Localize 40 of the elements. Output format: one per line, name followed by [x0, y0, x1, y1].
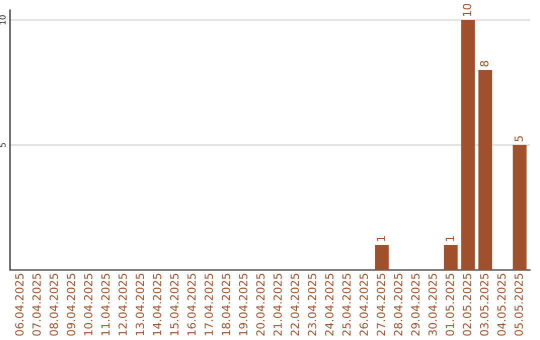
x-tick-label: 23.04.2025 [308, 274, 316, 336]
data-label: 8 [480, 60, 488, 66]
bar [478, 70, 492, 270]
x-tick-label: 25.04.2025 [342, 274, 351, 336]
x-tick-label: 17.04.2025 [204, 274, 213, 336]
data-label: 10 [462, 4, 472, 16]
data-label: 1 [376, 236, 385, 241]
data-label: 1 [446, 236, 454, 241]
x-tick-label: 10.04.2025 [84, 274, 92, 336]
x-tick-label: 18.04.2025 [222, 274, 230, 336]
x-tick-label: 14.04.2025 [152, 274, 162, 336]
x-tick-label: 08.04.2025 [50, 274, 58, 336]
x-tick-label: 20.04.2025 [256, 274, 265, 336]
x-tick-label: 27.04.2025 [376, 274, 386, 336]
x-tick-label: 26.04.2025 [360, 274, 368, 336]
x-tick-label: 04.05.2025 [497, 274, 506, 336]
x-tick-label: 12.04.2025 [118, 274, 127, 336]
x-tick-label: 11.04.2025 [101, 274, 110, 336]
x-tick-label: 09.04.2025 [66, 274, 76, 336]
x-tick-label: 15.04.2025 [170, 274, 179, 336]
x-tick-label: 22.04.2025 [290, 274, 300, 336]
x-tick-label: 03.05.2025 [480, 274, 488, 336]
x-tick-label: 16.04.2025 [187, 274, 196, 336]
bar [375, 245, 389, 270]
x-tick-label: 07.04.2025 [32, 274, 41, 336]
data-label: 5 [514, 136, 523, 142]
x-tick-label: 28.04.2025 [394, 274, 402, 336]
x-tick-label: 21.04.2025 [273, 274, 282, 336]
x-tick-label: 02.05.2025 [462, 274, 472, 336]
x-tick-label: 19.04.2025 [238, 274, 248, 336]
x-tick-label: 13.04.2025 [136, 274, 144, 336]
x-tick-label: 06.04.2025 [15, 274, 24, 336]
bar [512, 145, 527, 270]
x-tick-label: 05.05.2025 [514, 274, 523, 336]
x-tick-label: 24.04.2025 [325, 274, 334, 336]
bar [444, 245, 458, 270]
bar [461, 20, 475, 270]
x-tick-label: 29.04.2025 [411, 274, 420, 336]
x-tick-label: 30.04.2025 [428, 274, 437, 336]
x-tick-label: 01.05.2025 [446, 274, 454, 336]
